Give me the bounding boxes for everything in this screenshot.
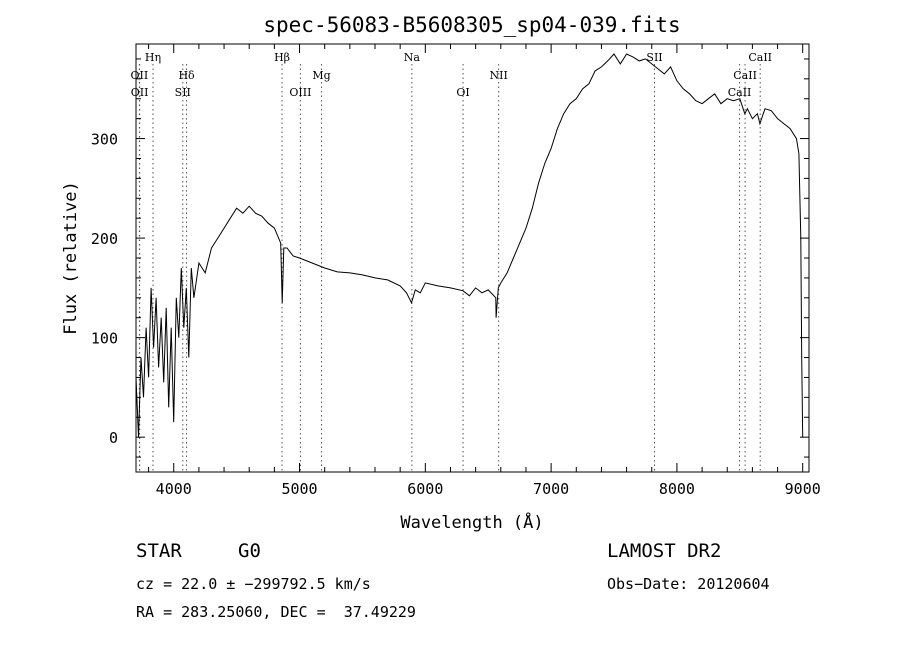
line-label: SII (175, 86, 191, 99)
x-tick-label: 7000 (533, 480, 569, 498)
x-tick-label: 5000 (281, 480, 317, 498)
x-tick-label: 8000 (659, 480, 695, 498)
chart-title: spec-56083-B5608305_sp04-039.fits (263, 13, 680, 37)
line-label: CaII (728, 86, 752, 99)
line-label: OIII (289, 86, 311, 99)
line-label: SII (646, 51, 662, 64)
line-label: CaII (748, 51, 772, 64)
line-label: Na (404, 51, 421, 64)
line-label: OI (456, 86, 469, 99)
y-tick-label: 300 (91, 131, 118, 149)
x-tick-label: 6000 (407, 480, 443, 498)
y-axis-ticks: 0 100 200 300 (91, 58, 809, 458)
line-label: Hη (145, 51, 161, 64)
x-tick-label: 4000 (156, 480, 192, 498)
line-label: Hβ (274, 51, 290, 64)
y-axis-label: Flux (relative) (61, 181, 81, 335)
coordinates-readout: RA = 283.25060, DEC = 37.49229 (136, 603, 416, 621)
object-subclass: G0 (238, 540, 261, 562)
line-label: Hδ (178, 69, 195, 82)
y-tick-label: 0 (109, 429, 118, 447)
survey-name: LAMOST DR2 (607, 540, 722, 562)
emission-line-markers (138, 64, 761, 472)
x-axis-label: Wavelength (Å) (400, 511, 543, 533)
y-tick-label: 200 (91, 230, 118, 248)
y-tick-label: 100 (91, 330, 118, 348)
plot-frame (135, 43, 810, 473)
line-label: OII (131, 69, 149, 82)
obs-date: Obs−Date: 20120604 (607, 575, 770, 593)
x-tick-label: 9000 (785, 480, 821, 498)
line-label: OII (131, 86, 149, 99)
line-label: CaII (733, 69, 757, 82)
redshift-readout: cz = 22.0 ± −299792.5 km/s (136, 575, 371, 593)
line-label: NII (490, 69, 508, 82)
spectrum-line (135, 53, 804, 438)
line-label: Mg (312, 69, 330, 82)
object-class: STAR (136, 540, 182, 562)
x-axis-ticks: 4000 5000 6000 7000 8000 9000 (148, 44, 821, 498)
